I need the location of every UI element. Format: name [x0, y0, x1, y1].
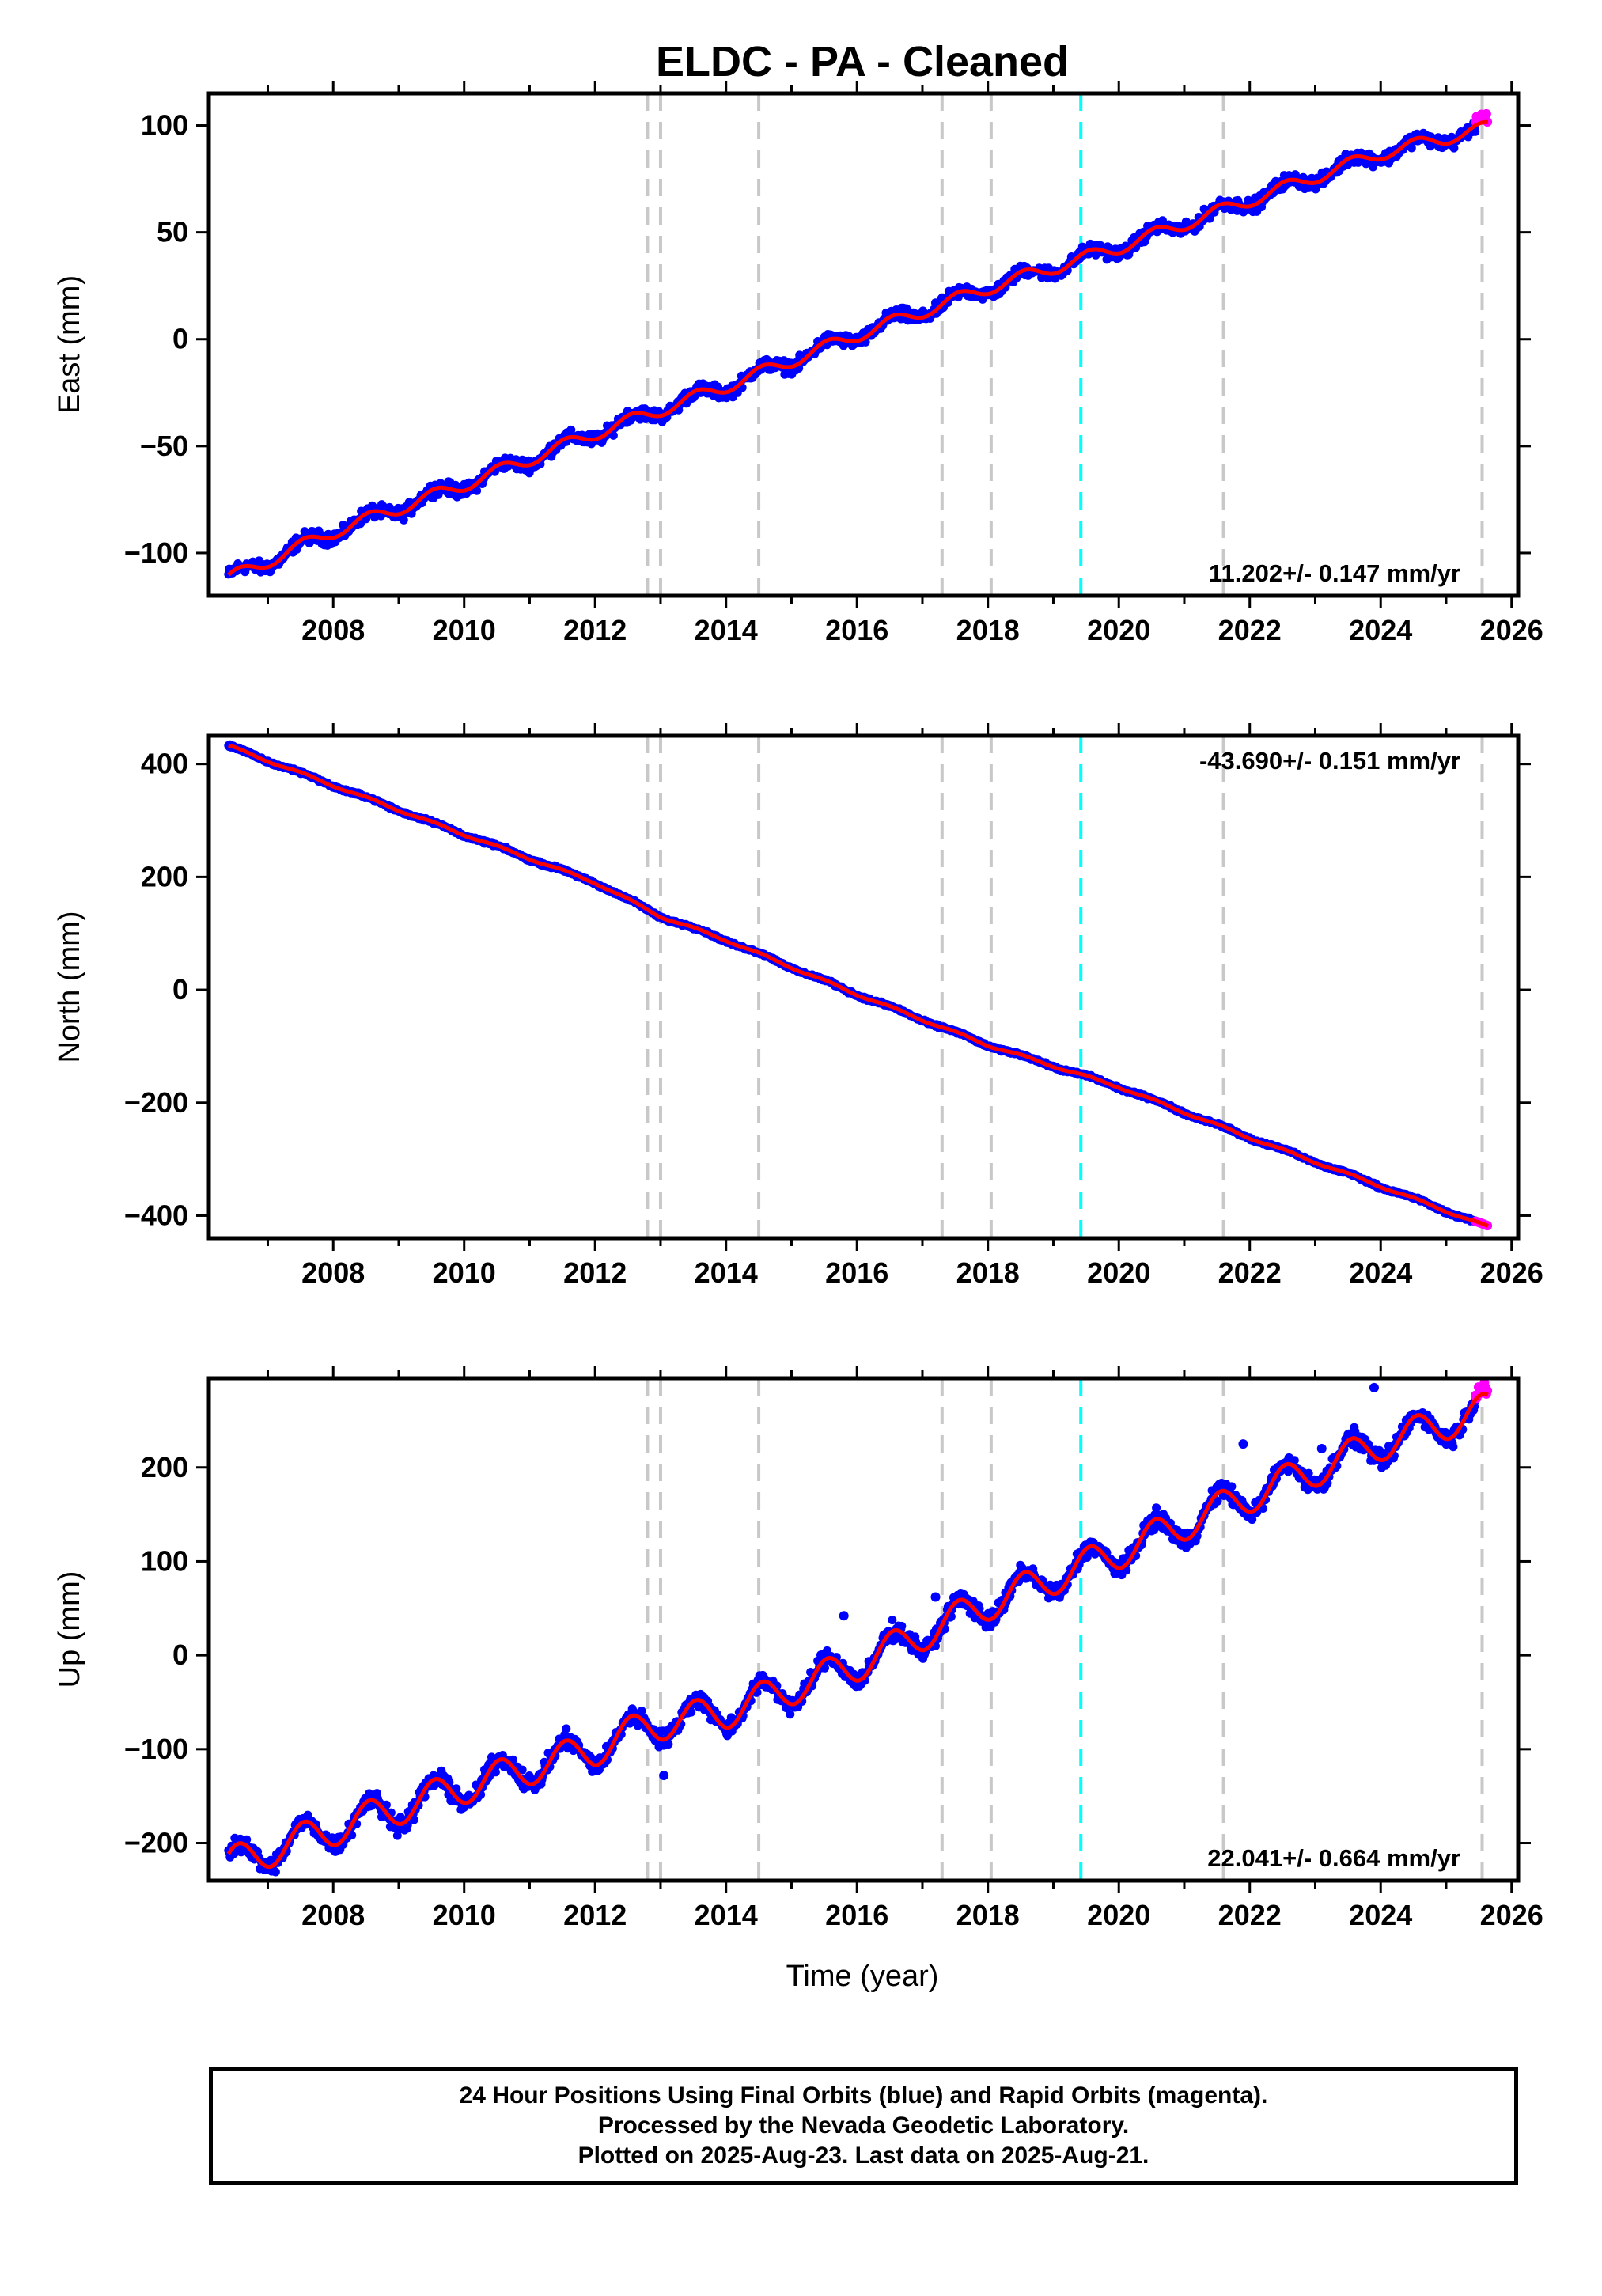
x-tick-label: 2020: [1087, 614, 1150, 646]
model-fit-curve: [228, 743, 1489, 1228]
y-tick-label: 0: [172, 323, 188, 355]
x-tick-label: 2026: [1480, 614, 1543, 646]
data-point: [1449, 143, 1459, 153]
x-tick-label: 2012: [563, 1256, 627, 1289]
y-tick-label: −400: [124, 1199, 188, 1231]
data-point: [1152, 1503, 1161, 1513]
outlier-point: [839, 1611, 849, 1621]
panels-group: 2008 2010 2012 2014 2016 2018 2020 2022 2024 2026…: [53, 81, 1543, 1931]
x-tick-label: 2014: [695, 614, 758, 646]
outlier-point: [1238, 1439, 1248, 1449]
y-tick-label: 0: [172, 973, 188, 1006]
outlier-point: [659, 1771, 669, 1781]
x-tick-label: 2016: [825, 1256, 888, 1289]
final-orbit-points: [224, 118, 1480, 579]
x-tick-label: 2022: [1218, 614, 1282, 646]
x-tick-label: 2012: [563, 614, 627, 646]
panel-frame: [206, 1376, 1521, 1883]
data-point: [271, 1867, 280, 1877]
data-point: [562, 1724, 571, 1733]
x-tick-label: 2018: [956, 1256, 1020, 1289]
x-tick-label: 2026: [1480, 1256, 1543, 1289]
x-tick-label: 2018: [956, 614, 1020, 646]
outlier-point: [930, 1592, 941, 1602]
velocity-rate-label: -43.690+/- 0.151 mm/yr: [1199, 747, 1460, 775]
x-tick-label: 2010: [433, 614, 496, 646]
data-point: [472, 486, 482, 495]
rapid-orbit-points: [1471, 108, 1493, 127]
y-tick-label: 50: [157, 216, 188, 248]
y-tick-label: 100: [141, 109, 188, 142]
outlier-point: [1316, 1444, 1327, 1454]
x-tick-label: 2022: [1218, 1256, 1282, 1289]
x-tick-label: 2020: [1087, 1256, 1150, 1289]
x-tick-label: 2014: [695, 1256, 758, 1289]
x-tick-label: 2016: [825, 614, 888, 646]
y-tick-label: 200: [141, 860, 188, 892]
model-fit-curve: [227, 119, 1489, 577]
data-point: [399, 515, 408, 525]
data-point: [1449, 1442, 1458, 1452]
x-tick-label: 2008: [301, 1256, 365, 1289]
data-point: [608, 430, 618, 440]
y-axis-label: North (mm): [53, 911, 86, 1063]
y-tick-label: −50: [140, 430, 188, 462]
y-axis-label: East (mm): [53, 275, 86, 414]
panel-north: 2008 2010 2012 2014 2016 2018 2020 2022 2024 2026…: [53, 723, 1543, 1289]
x-tick-label: 2024: [1349, 1256, 1412, 1289]
final-orbit-points: [224, 1382, 1480, 1877]
x-tick-label: 2010: [433, 1256, 496, 1289]
rapid-point: [1481, 108, 1491, 119]
y-tick-label: 400: [141, 748, 188, 780]
panel-up: 2008 2010 2012 2014 2016 2018 2020 2022 2024 2026…: [53, 1366, 1543, 1931]
y-tick-label: −100: [124, 536, 188, 569]
outlier-point: [1369, 1382, 1379, 1392]
figure-title: ELDC - PA - Cleaned: [656, 38, 1069, 85]
data-point: [1227, 1482, 1237, 1491]
y-tick-label: −200: [124, 1086, 188, 1119]
panel-east: 2008 2010 2012 2014 2016 2018 2020 2022 2024 2026…: [53, 81, 1543, 646]
outlier-point: [1284, 1453, 1294, 1463]
velocity-rate-label: 11.202+/- 0.147 mm/yr: [1209, 559, 1460, 587]
x-tick-label: 2008: [301, 614, 365, 646]
panel-frame: [206, 91, 1521, 598]
x-tick-label: 2024: [1349, 614, 1412, 646]
